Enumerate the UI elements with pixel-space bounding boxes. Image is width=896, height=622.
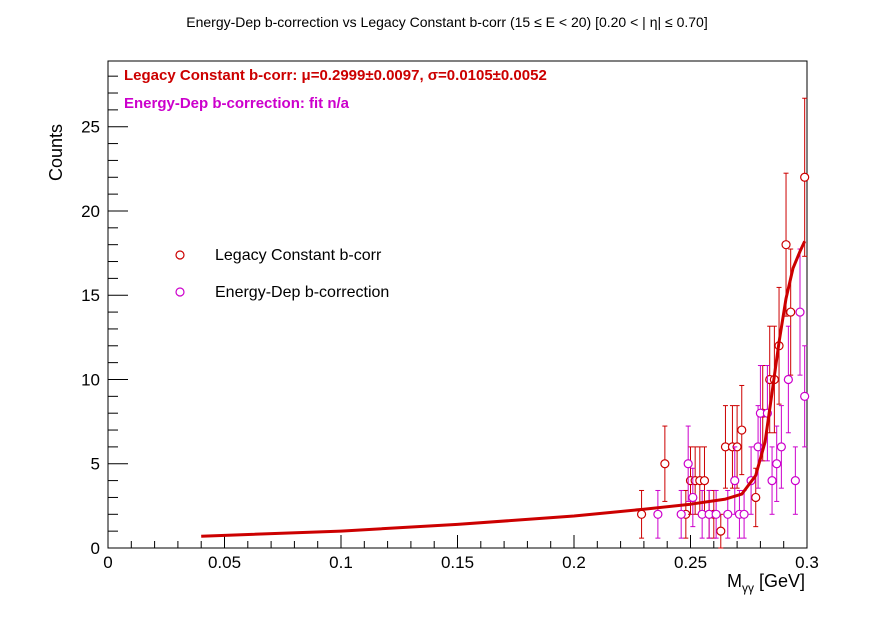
data-point xyxy=(795,307,805,317)
x-tick-label: 0.15 xyxy=(441,553,474,572)
x-tick-label: 0.3 xyxy=(795,553,819,572)
data-point xyxy=(800,172,810,182)
legend-label-energydep: Energy-Dep b-correction xyxy=(215,284,389,301)
data-point xyxy=(800,391,810,401)
chart-title: Energy-Dep b-correction vs Legacy Consta… xyxy=(186,14,707,30)
legend: Legacy Constant b-corr Energy-Dep b-corr… xyxy=(175,247,389,301)
data-point xyxy=(781,240,791,250)
data-point xyxy=(723,509,733,519)
x-axis-title: Mγγ [GeV] xyxy=(727,571,805,595)
x-tick-label: 0.05 xyxy=(208,553,241,572)
y-tick-label: 5 xyxy=(91,455,100,474)
data-point xyxy=(699,475,710,486)
data-point xyxy=(751,492,761,503)
data-point xyxy=(711,509,721,519)
data-point xyxy=(790,475,800,486)
data-point xyxy=(776,442,786,452)
plot-frame xyxy=(107,60,808,549)
data-point xyxy=(653,509,663,519)
legend-marker-energydep xyxy=(175,287,185,297)
x-tick-label: 0.2 xyxy=(562,553,586,572)
data-point xyxy=(783,374,793,385)
data-point xyxy=(786,307,796,317)
legend-marker-legacy xyxy=(175,250,185,260)
fit-layer xyxy=(201,240,807,538)
legend-label-legacy: Legacy Constant b-corr xyxy=(215,247,382,264)
series-energydep xyxy=(653,248,810,539)
x-axis-ticks: 0 0.05 0.1 0.15 0.2 0.25 0.3 xyxy=(103,535,819,572)
y-tick-label: 20 xyxy=(81,202,100,221)
data-point xyxy=(688,492,698,503)
y-axis-ticks: 0 5 10 15 20 25 xyxy=(81,75,128,558)
y-tick-label: 10 xyxy=(81,370,100,389)
y-tick-label: 25 xyxy=(81,118,100,137)
x-axis-title-subscript: γγ xyxy=(742,581,754,595)
x-tick-label: 0.25 xyxy=(674,553,707,572)
data-point xyxy=(676,509,686,519)
y-tick-label: 15 xyxy=(81,286,100,305)
data-point xyxy=(772,459,782,469)
data-point xyxy=(636,509,647,519)
stats-energydep-fit: Energy-Dep b-correction: fit n/a xyxy=(124,95,350,112)
data-point xyxy=(739,509,749,519)
data-point xyxy=(660,459,670,469)
x-tick-label: 0.1 xyxy=(329,553,353,572)
data-point xyxy=(737,425,747,435)
data-point xyxy=(730,475,740,486)
x-axis-title-unit: [GeV] xyxy=(754,571,805,591)
y-axis-title: Counts xyxy=(46,124,66,181)
x-tick-label: 0 xyxy=(103,553,112,572)
x-axis-title-main: M xyxy=(727,571,742,591)
fit-curve xyxy=(201,240,807,538)
data-point xyxy=(767,475,777,486)
data-point xyxy=(683,459,693,469)
data-point xyxy=(716,526,726,536)
stats-legacy-fit: Legacy Constant b-corr: μ=0.2999±0.0097,… xyxy=(124,67,547,84)
y-tick-label: 0 xyxy=(91,539,100,558)
